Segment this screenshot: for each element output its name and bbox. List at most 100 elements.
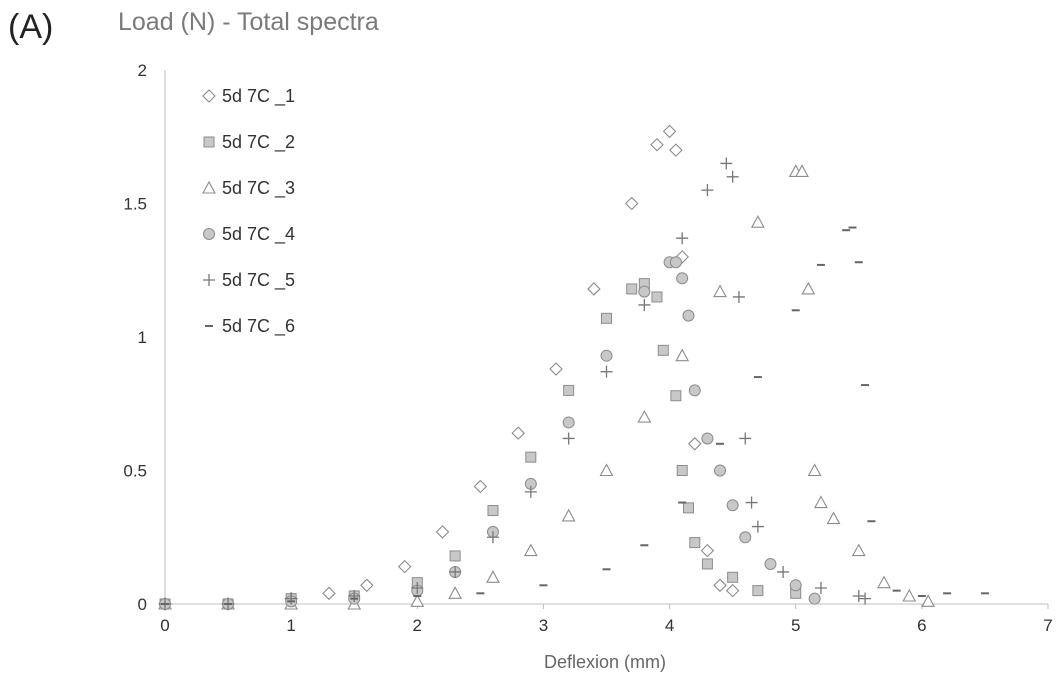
data-point (701, 432, 714, 445)
data-point (752, 585, 764, 597)
legend-label: 5d 7C _6 (222, 316, 295, 337)
data-point (525, 451, 537, 463)
series-1 (158, 124, 740, 611)
data-point (637, 409, 652, 423)
data-point (435, 525, 450, 539)
data-point (624, 196, 639, 211)
data-point (600, 349, 613, 362)
data-point (851, 543, 866, 557)
data-point (486, 531, 499, 544)
legend-item: 5d 7C _1 (202, 86, 295, 107)
y-tick-labels: 0 0.5 1 1.5 2 (123, 61, 147, 614)
legend-label: 5d 7C _4 (222, 224, 295, 245)
data-point (638, 298, 651, 311)
data-point (764, 557, 777, 570)
data-point (599, 463, 614, 477)
data-point (789, 579, 802, 592)
data-point (700, 543, 715, 558)
data-point (322, 586, 336, 601)
data-point (549, 362, 563, 376)
data-point (676, 272, 689, 285)
chart-title: Load (N) - Total spectra (118, 8, 379, 36)
legend-label: 5d 7C _3 (222, 178, 295, 199)
data-point (807, 463, 822, 477)
y-tick-label: 1.5 (123, 195, 147, 214)
series-6 (161, 226, 989, 605)
data-point (397, 559, 412, 574)
data-point (713, 578, 727, 593)
x-tick-label: 2 (413, 616, 422, 635)
data-point (739, 531, 752, 544)
data-point (511, 426, 525, 440)
data-point (814, 581, 827, 594)
data-point (902, 588, 917, 602)
data-point (448, 586, 463, 599)
data-point (524, 485, 537, 498)
data-point (651, 291, 663, 303)
x-tick-label: 4 (665, 616, 674, 635)
data-point (750, 215, 765, 228)
data-point (688, 437, 702, 451)
data-point (739, 432, 752, 445)
data-point (801, 281, 816, 295)
data-point (688, 384, 701, 397)
legend-label: 5d 7C _1 (222, 86, 295, 107)
x-tick-label: 6 (917, 616, 926, 635)
data-point (449, 565, 462, 578)
legend-label: 5d 7C _5 (222, 270, 295, 291)
data-point (601, 312, 612, 324)
data-point (487, 505, 499, 517)
data-point (814, 495, 828, 509)
data-point (852, 589, 865, 602)
legend-marker (202, 180, 216, 194)
legend-item: 5d 7C _5 (203, 270, 295, 291)
data-point (563, 384, 575, 396)
data-point (877, 575, 891, 589)
data-point (410, 594, 425, 607)
data-point (662, 124, 677, 139)
data-point (473, 479, 488, 494)
data-point (921, 594, 936, 607)
y-tick-label: 1 (138, 328, 147, 347)
data-point (826, 511, 841, 525)
y-tick-label: 2 (138, 61, 147, 80)
y-tick-label: 0 (138, 595, 147, 614)
data-point (720, 157, 733, 170)
data-point (727, 571, 739, 583)
data-point (360, 578, 374, 593)
legend-label: 5d 7C _2 (222, 132, 295, 153)
x-tick-label: 5 (791, 616, 800, 635)
data-point (562, 416, 575, 429)
legend-item: 5d 7C _6 (205, 316, 295, 337)
data-point (638, 285, 651, 298)
data-point (587, 282, 601, 296)
data-point (669, 256, 682, 269)
data-point (561, 508, 576, 522)
data-point (626, 283, 638, 295)
series-layer (158, 124, 989, 611)
legend-item: 5d 7C _2 (203, 132, 295, 153)
data-point (682, 309, 695, 322)
data-point (285, 592, 298, 605)
data-point (725, 583, 740, 598)
data-point (701, 184, 714, 197)
data-point (859, 592, 872, 605)
x-tick-label: 7 (1043, 616, 1052, 635)
data-point (714, 464, 727, 477)
y-tick-label: 0.5 (123, 462, 147, 481)
legend-marker (203, 228, 215, 240)
data-point (650, 137, 664, 152)
data-point (675, 348, 690, 362)
data-point (745, 496, 758, 509)
data-point (713, 284, 727, 298)
legend-item: 5d 7C _3 (202, 178, 295, 199)
data-point (701, 558, 713, 570)
x-tick-label: 0 (160, 616, 169, 635)
data-point (449, 550, 461, 562)
data-point (689, 537, 701, 549)
legend-marker (203, 274, 215, 286)
data-point (523, 543, 538, 557)
data-point (562, 432, 575, 445)
data-point (732, 290, 745, 303)
